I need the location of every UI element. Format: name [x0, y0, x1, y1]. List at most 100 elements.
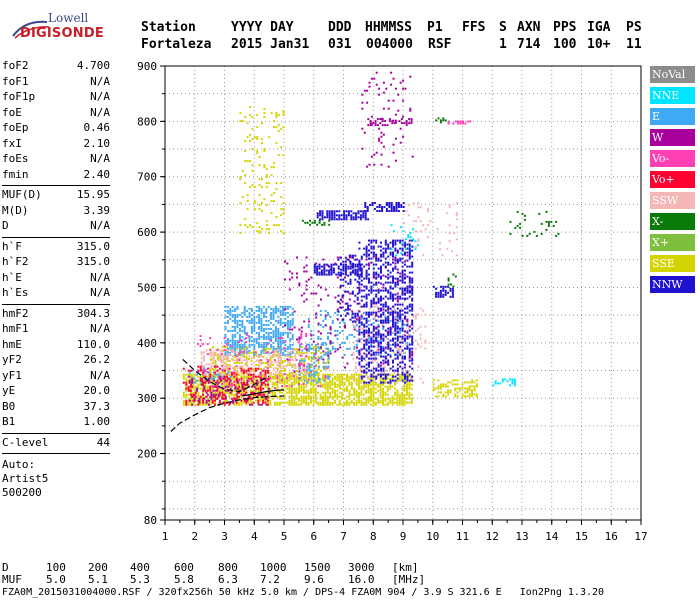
echo-point [435, 287, 438, 290]
echo-point [404, 260, 406, 263]
echo-point [246, 200, 249, 203]
echo-point [214, 391, 217, 394]
echo-point [380, 367, 382, 370]
echo-point [455, 202, 458, 205]
echo-point [370, 343, 373, 346]
echo-point [382, 305, 385, 308]
echo-point [234, 359, 237, 362]
echo-point [353, 403, 356, 406]
echo-point [243, 363, 246, 366]
echo-point [370, 337, 373, 340]
echo-point [254, 393, 257, 396]
echo-point [313, 269, 316, 272]
echo-point [226, 315, 229, 318]
echo-point [266, 379, 269, 382]
echo-point [386, 309, 388, 312]
file-info-line: FZA0M_2015031004000.RSF / 320fx256h 50 k… [2, 587, 605, 598]
echo-point [269, 339, 272, 342]
echo-point [357, 210, 360, 213]
echo-point [250, 389, 253, 392]
echo-point [382, 145, 385, 148]
header-value-3: 004000 [366, 37, 413, 52]
echo-point [364, 216, 367, 219]
echo-point [223, 401, 226, 404]
echo-point [310, 369, 313, 372]
echo-point [322, 325, 325, 328]
param-row: MUF(D) 15.95 [2, 187, 110, 203]
header-label-4: P1 [427, 20, 443, 35]
echo-point [342, 266, 345, 269]
echo-point [535, 234, 538, 237]
echo-point [471, 391, 474, 394]
echo-point [288, 356, 291, 358]
echo-point [312, 391, 315, 394]
echo-point [351, 254, 354, 257]
echo-point [286, 319, 289, 322]
echo-point [381, 371, 384, 374]
echo-point [312, 395, 315, 398]
echo-point [394, 243, 397, 246]
echo-point [339, 286, 342, 289]
echo-point [291, 335, 294, 338]
echo-point [360, 269, 363, 272]
echo-point [204, 389, 207, 392]
echo-point [393, 208, 396, 210]
echo-point [182, 391, 185, 394]
echo-point [411, 323, 414, 326]
echo-point [368, 315, 370, 318]
echo-point [380, 295, 382, 298]
echo-point [328, 269, 331, 272]
echo-point [317, 322, 320, 325]
echo-point [381, 118, 384, 121]
echo-point [399, 81, 402, 84]
echo-point [243, 305, 246, 308]
echo-point [192, 401, 195, 404]
echo-point [368, 239, 370, 242]
echo-point [408, 305, 411, 308]
echo-point [404, 253, 406, 256]
echo-point [411, 281, 414, 284]
echo-point [244, 393, 246, 396]
echo-point [400, 252, 403, 255]
echo-point [393, 351, 396, 354]
echo-point [249, 186, 251, 189]
echo-point [300, 379, 303, 382]
echo-point [199, 395, 202, 398]
echo-point [235, 383, 238, 386]
echo-point [279, 339, 282, 342]
echo-point [209, 373, 212, 376]
echo-point [322, 395, 324, 398]
echo-point [394, 257, 397, 260]
echo-point [284, 355, 287, 358]
echo-point [274, 335, 277, 338]
echo-point [382, 401, 384, 404]
echo-point [358, 349, 361, 352]
echo-point [375, 271, 378, 274]
echo-point [277, 224, 280, 227]
echo-point [466, 381, 469, 384]
echo-point [245, 376, 248, 378]
echo-point [307, 389, 310, 392]
echo-point [369, 313, 372, 316]
echo-point [224, 353, 227, 356]
echo-point [256, 126, 259, 129]
echo-point [380, 303, 382, 306]
echo-point [392, 325, 394, 328]
echo-point [279, 343, 282, 346]
echo-point [417, 313, 420, 316]
echo-point [350, 401, 353, 404]
echo-point [254, 377, 257, 380]
echo-point [200, 377, 203, 380]
echo-point [258, 327, 261, 330]
scaled-parameters: foF2 4.700 foF1 N/A foF1p N/A foE N/A foEp 0.46 fx… [2, 58, 110, 500]
echo-point [471, 395, 474, 398]
footer-row-value: 16.0 [348, 573, 375, 586]
echo-point [396, 343, 399, 346]
echo-point [377, 297, 380, 300]
echo-point [229, 375, 232, 378]
echo-point [363, 323, 366, 326]
param-name: C-level [2, 435, 49, 449]
echo-point [377, 299, 380, 302]
echo-point [248, 339, 251, 342]
echo-point [362, 379, 365, 382]
